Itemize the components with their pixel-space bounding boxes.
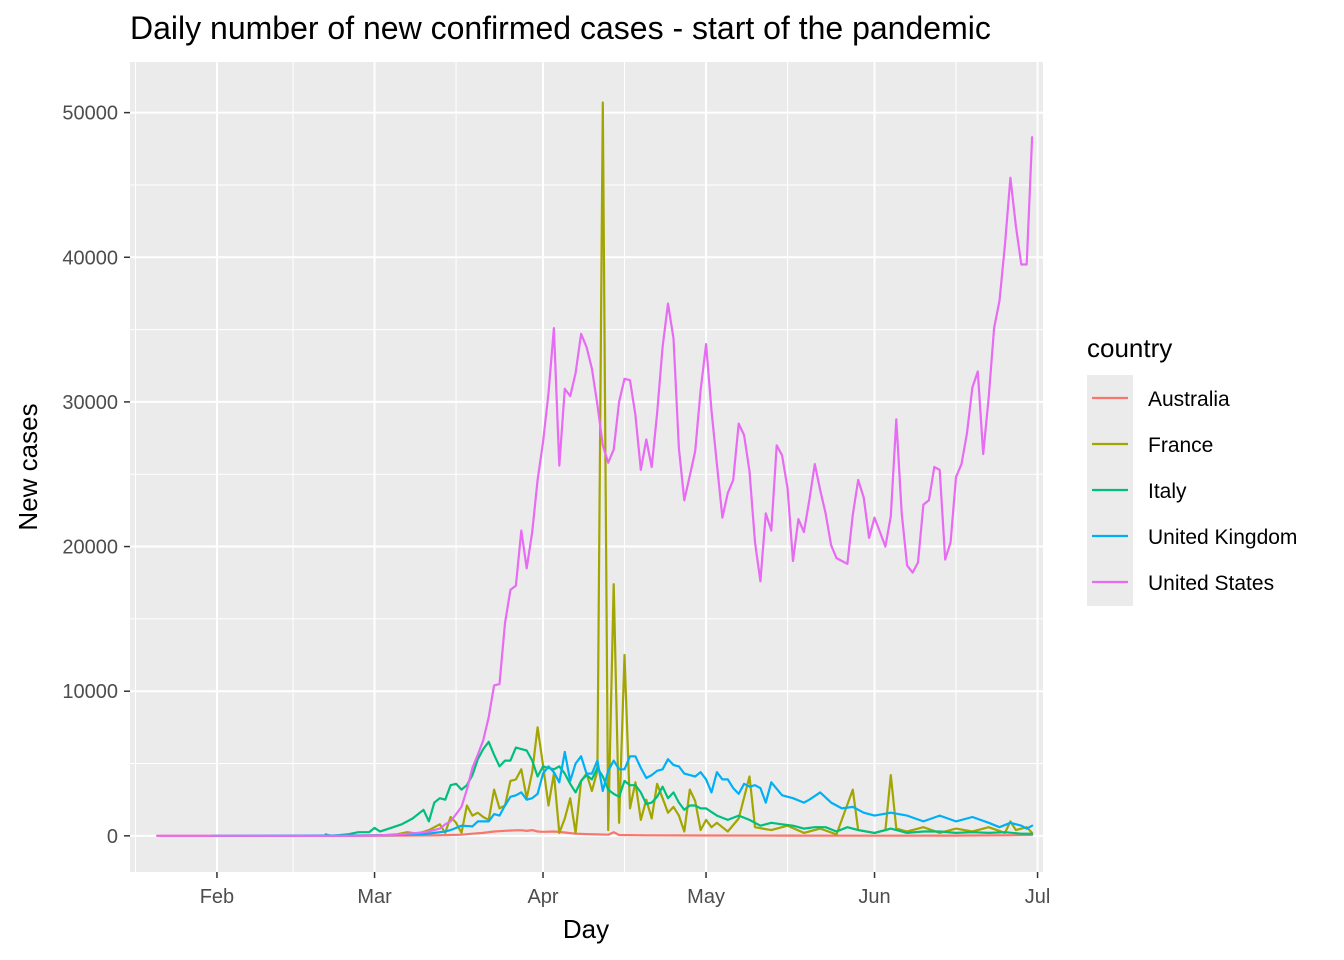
- series-line-united-states: [156, 136, 1034, 837]
- x-axis: Feb Mar Apr May Jun Jul: [200, 872, 1051, 908]
- chart-title: Daily number of new confirmed cases - st…: [130, 10, 991, 46]
- legend-label-united-kingdom: United Kingdom: [1148, 526, 1297, 549]
- x-tick-label: Apr: [527, 886, 558, 908]
- y-axis: 0 10000 20000 30000 40000 50000: [62, 103, 130, 848]
- y-tick-label: 30000: [62, 392, 118, 414]
- plot-panel: [130, 62, 1043, 872]
- x-tick-label: Jun: [858, 886, 890, 908]
- legend-title: country: [1087, 333, 1172, 363]
- x-axis-title: Day: [563, 914, 609, 944]
- legend-items: Australia France Italy United Kingdom United…: [1087, 375, 1297, 606]
- y-tick-label: 50000: [62, 103, 118, 125]
- x-tick-label: Jul: [1025, 886, 1051, 908]
- x-tick-label: May: [687, 886, 725, 908]
- series-line-united-kingdom: [210, 750, 1034, 837]
- y-tick-label: 20000: [62, 537, 118, 559]
- y-axis-title: New cases: [13, 403, 43, 530]
- series-lines: [156, 101, 1034, 837]
- legend-label-italy: Italy: [1148, 480, 1187, 503]
- series-line-australia: [156, 829, 1034, 837]
- y-tick-label: 10000: [62, 681, 118, 703]
- minor-gridlines: [130, 62, 1043, 872]
- legend-label-united-states: United States: [1148, 572, 1274, 595]
- legend-label-france: France: [1148, 434, 1213, 457]
- y-tick-label: 40000: [62, 247, 118, 269]
- legend-label-australia: Australia: [1148, 388, 1230, 411]
- x-tick-label: Feb: [200, 886, 234, 908]
- x-tick-label: Mar: [357, 886, 392, 908]
- legend: country Australia France Italy United Kingd…: [1087, 333, 1297, 606]
- y-tick-label: 0: [107, 826, 118, 848]
